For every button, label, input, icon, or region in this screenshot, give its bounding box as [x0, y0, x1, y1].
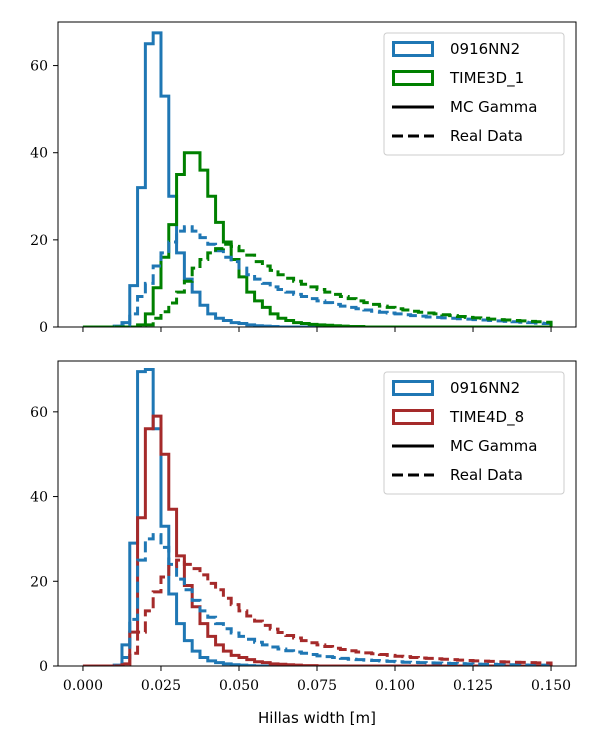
chart-panel-top: 0 20 40 60 0916NN2 TIME3D_1 MC Gamma Real Data	[30, 21, 577, 336]
p0-legend-label: Real Data	[450, 127, 523, 145]
p0-y-tick-label: 0	[39, 320, 48, 336]
p0-series-0916nn2-mc-gamma	[82, 31, 552, 327]
p1-x-tick-label: 0.150	[531, 678, 571, 694]
p1-series-time4d-8-mc-gamma	[82, 414, 552, 666]
p1-x-tick-label: 0.100	[375, 678, 415, 694]
p1-y-tick-label: 0	[39, 659, 48, 675]
p0-legend-frame	[383, 32, 565, 156]
p0-legend-label: TIME3D_1	[449, 69, 524, 88]
p0-series-0916nn2-real-data	[82, 225, 553, 327]
p0-series-time3d-1-mc-gamma	[82, 151, 552, 327]
p0-legend-label: 0916NN2	[450, 40, 520, 58]
p1-y-tick-label: 40	[30, 490, 48, 506]
p1-legend-frame	[383, 371, 565, 495]
p0-legend-swatch	[392, 41, 434, 57]
p1-y-tick-label: 60	[30, 405, 48, 421]
p1-x-axis-label: Hillas width [m]	[258, 709, 376, 727]
p1-x-tick-label: 0.050	[219, 678, 259, 694]
p1-legend-label: MC Gamma	[450, 437, 537, 455]
p0-y-tick-label: 40	[30, 146, 48, 162]
p1-legend-swatch	[392, 380, 434, 396]
p0-legend-swatch	[392, 70, 434, 86]
p1-legend-label: Real Data	[450, 466, 523, 484]
p1-x-tick-label: 0.075	[297, 678, 337, 694]
p0-series-time3d-1-real-data	[82, 242, 553, 327]
p0-legend: 0916NN2 TIME3D_1 MC Gamma Real Data	[383, 32, 565, 156]
p1-x-tick-label: 0.125	[453, 678, 493, 694]
p1-y-tick-label: 20	[30, 574, 48, 590]
chart-panel-bottom: 0.000 0.025 0.050 0.075 0.100 0.125 0.150 0 20 40…	[30, 360, 577, 727]
p1-legend-swatch	[392, 409, 434, 425]
p0-series-group	[82, 31, 553, 327]
p1-series-0916nn2-real-data	[82, 533, 553, 666]
p1-series-time4d-8-real-data	[82, 558, 553, 666]
p0-y-tick-label: 20	[30, 233, 48, 249]
p1-legend-label: TIME4D_8	[449, 408, 524, 427]
p0-legend-label: MC Gamma	[450, 98, 537, 116]
p0-y-tick-label: 60	[30, 59, 48, 75]
p1-x-tick-label: 0.025	[141, 678, 181, 694]
p1-legend: 0916NN2 TIME4D_8 MC Gamma Real Data	[383, 371, 565, 495]
p1-x-tick-label: 0.000	[63, 678, 103, 694]
p1-legend-label: 0916NN2	[450, 379, 520, 397]
